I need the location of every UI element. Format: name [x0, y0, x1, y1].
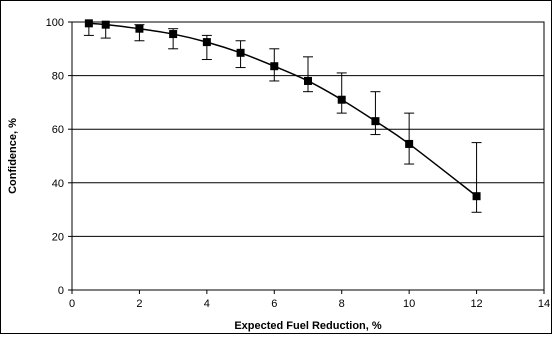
plot-area-border [71, 21, 545, 291]
x-tick-label: 2 [136, 298, 142, 310]
data-point-marker [84, 19, 93, 28]
data-point-marker [337, 95, 346, 104]
x-tick-label: 6 [271, 298, 277, 310]
x-tick-label: 10 [403, 298, 415, 310]
data-point-marker [236, 48, 245, 57]
data-point-marker [202, 38, 211, 47]
x-axis-title: Expected Fuel Reduction, % [234, 320, 382, 332]
axes [68, 21, 545, 294]
y-axis-title: Confidence, % [7, 118, 19, 194]
x-tick-label: 14 [538, 298, 550, 310]
data-point-marker [405, 139, 414, 148]
data-point-marker [371, 117, 380, 126]
y-tick-label: 60 [52, 124, 64, 136]
y-tick-label: 80 [52, 71, 64, 83]
data-point-marker [472, 192, 481, 201]
data-point-marker [169, 30, 178, 39]
data-series [83, 19, 482, 213]
data-point-marker [304, 76, 312, 85]
y-tick-label: 0 [58, 285, 64, 297]
tick-labels: 0 20 40 60 80 100 0 2 4 6 8 10 12 14 [46, 17, 550, 310]
x-tick-label: 12 [470, 298, 482, 310]
x-tick-label: 8 [339, 298, 345, 310]
data-point-marker [135, 24, 144, 33]
y-tick-label: 40 [52, 178, 64, 190]
x-tick-label: 0 [69, 298, 75, 310]
data-point-marker [270, 62, 279, 71]
y-tick-label: 100 [46, 17, 64, 29]
data-point-marker [101, 20, 110, 29]
y-tick-label: 20 [52, 231, 64, 243]
x-tick-label: 4 [204, 298, 210, 310]
